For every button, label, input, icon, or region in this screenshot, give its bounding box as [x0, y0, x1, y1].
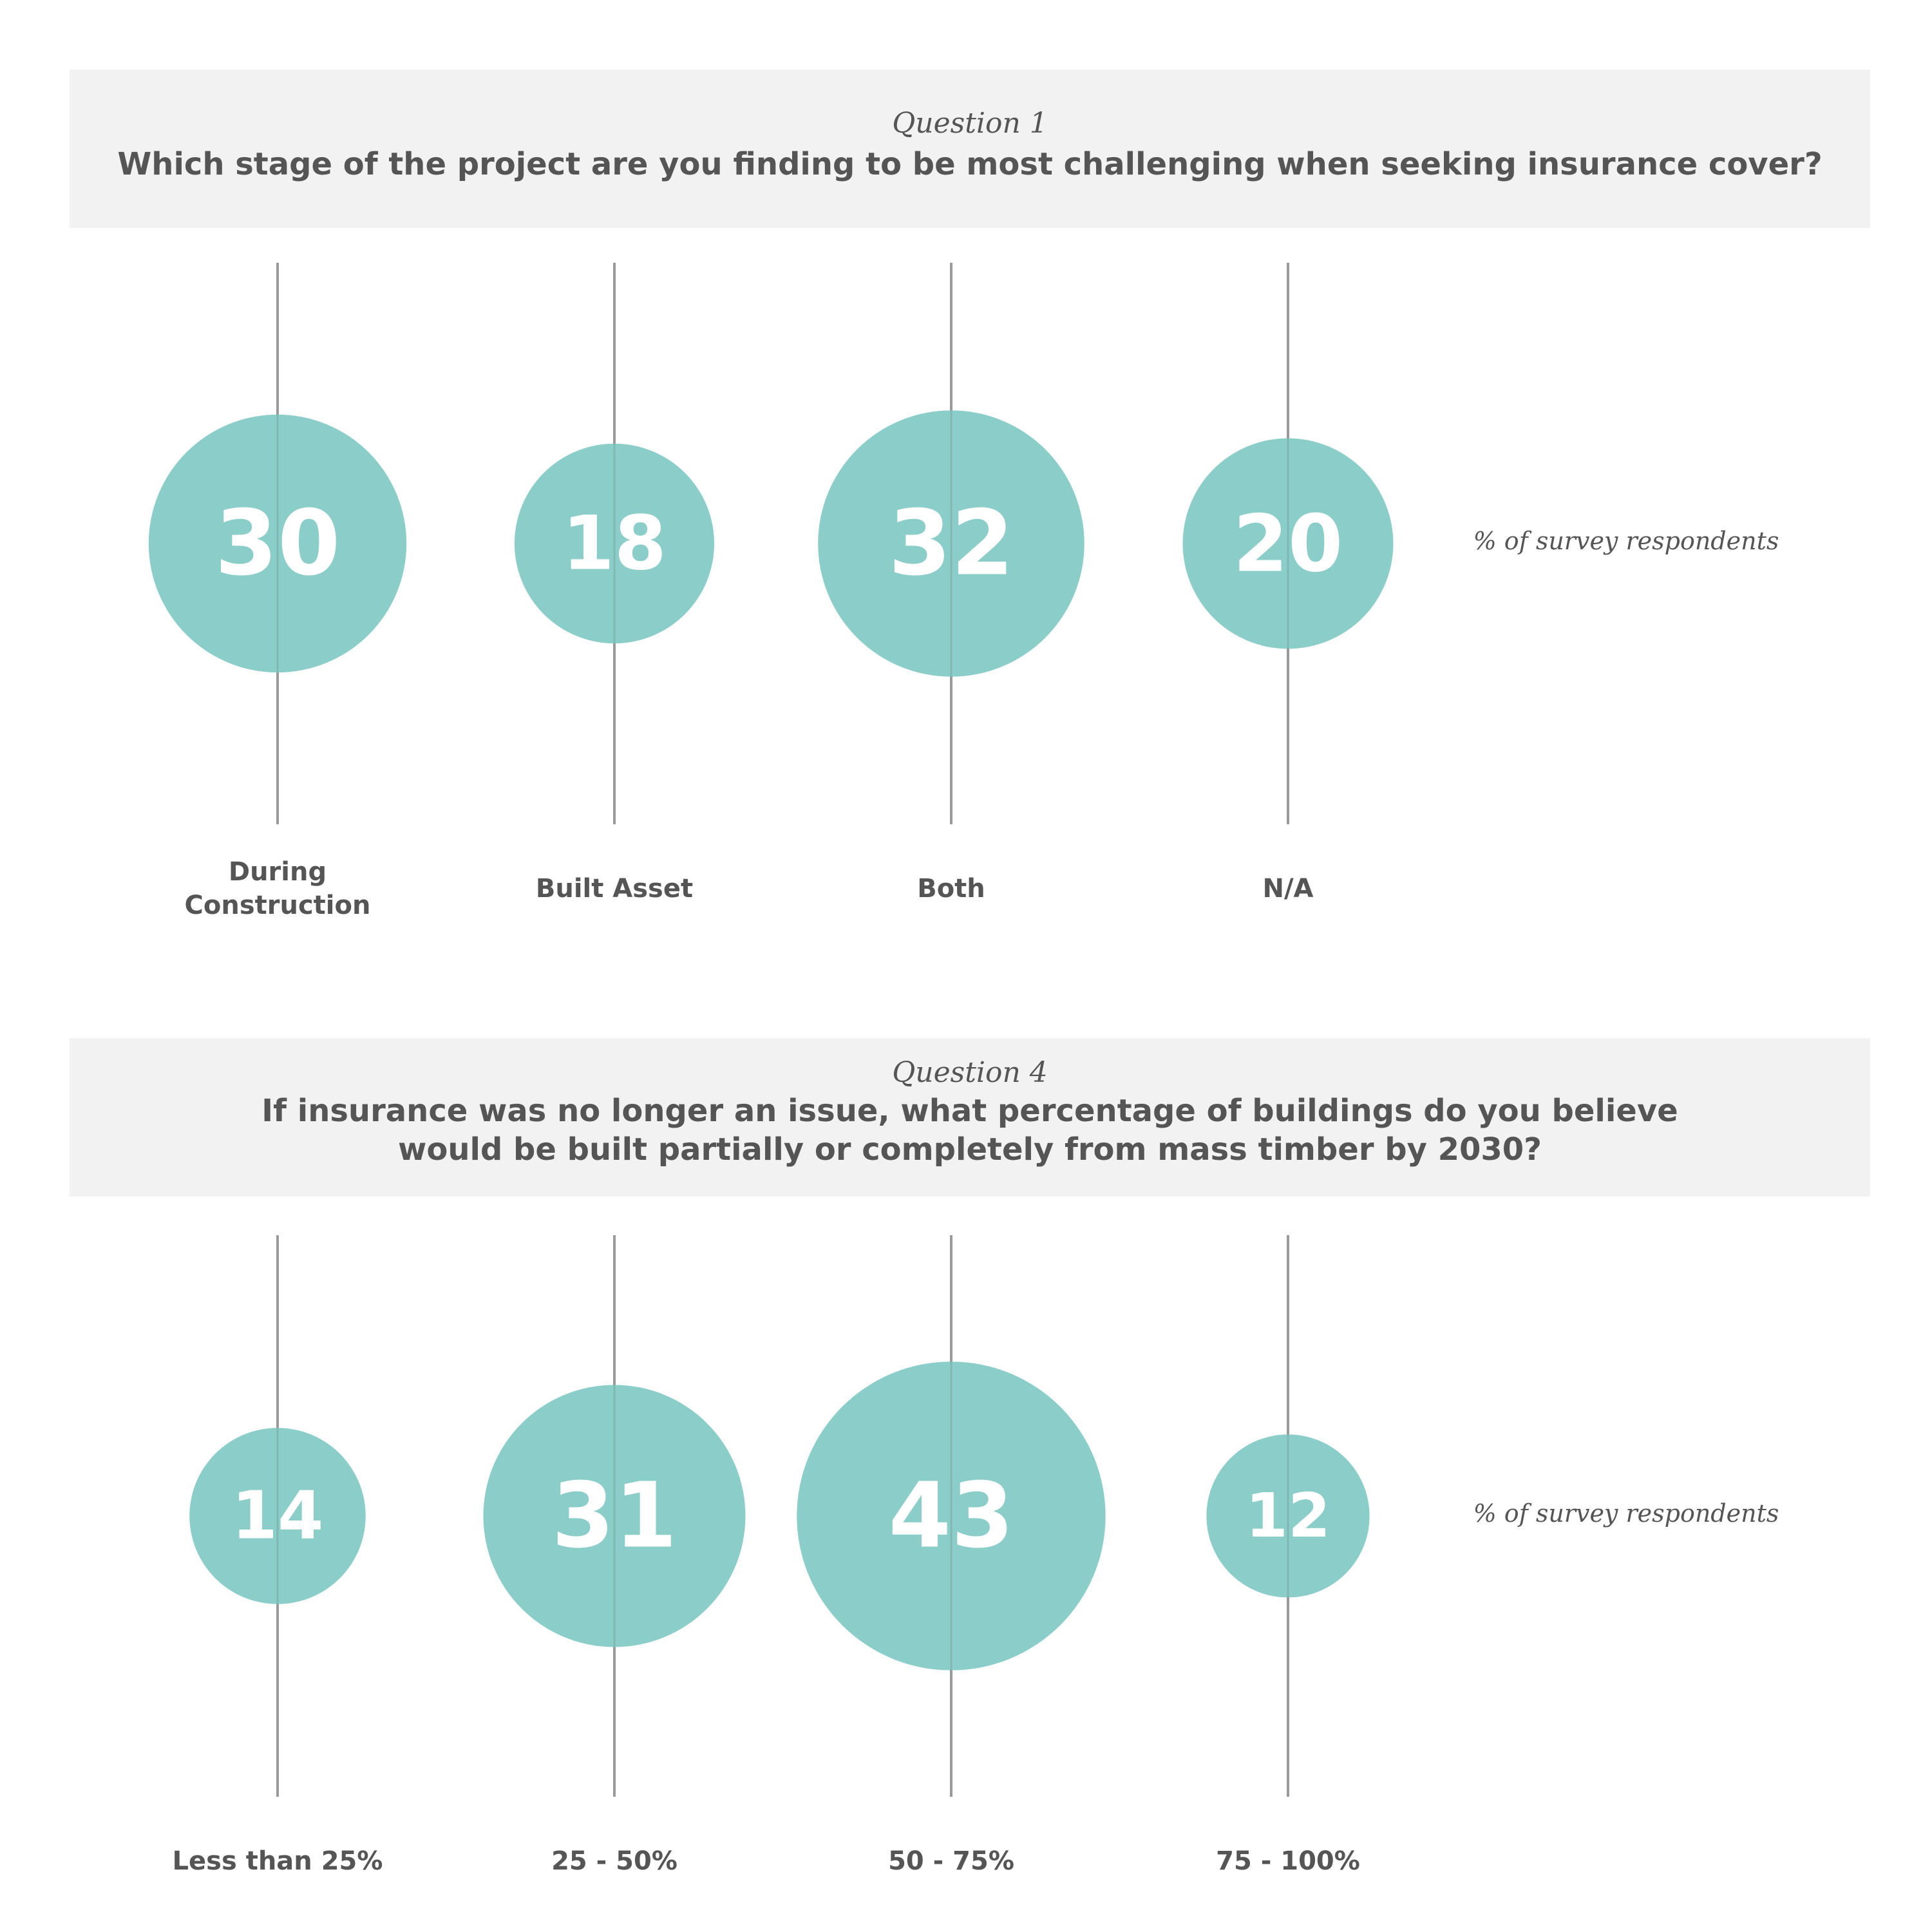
category-label-4: 75 - 100%: [1216, 1846, 1360, 1876]
bubble-value-3: 43: [889, 1464, 1014, 1569]
category-label-1: Less than 25%: [172, 1846, 383, 1876]
category-label-4: N/A: [1262, 874, 1314, 904]
question-4-text: If insurance was no longer an issue, wha…: [261, 1093, 1678, 1168]
question-1-header: Question 1 Which stage of the project ar…: [70, 70, 1870, 228]
category-label-2: 25 - 50%: [551, 1846, 677, 1876]
category-label-2: Built Asset: [535, 874, 694, 904]
category-label-3: Both: [917, 874, 985, 904]
bubble-value-4: 12: [1245, 1481, 1331, 1551]
bubble-value-2: 18: [562, 500, 667, 587]
category-label-1: During Construction: [184, 857, 371, 920]
bubble-value-2: 31: [552, 1464, 677, 1569]
question-1-text: Which stage of the project are you findi…: [117, 146, 1823, 182]
question-1-bubbles: 30 18 32 20: [148, 263, 1394, 824]
question-4-label: Question 4: [892, 1056, 1048, 1089]
question-1-label: Question 1: [892, 107, 1048, 140]
category-label-3: 50 - 75%: [888, 1846, 1014, 1876]
bubble-value-1: 30: [215, 491, 341, 596]
question-4-chart: 14 31 43 12 % of survey respondents Less th…: [0, 1230, 1932, 1913]
bubble-value-3: 32: [889, 491, 1014, 596]
question-1-unit-note: % of survey respondents: [1473, 527, 1779, 555]
question-4-bubbles: 14 31 43 12: [189, 1235, 1370, 1797]
question-1-chart: 30 18 32 20 % of survey respondents During C…: [0, 258, 1932, 940]
bubble-value-4: 20: [1233, 498, 1343, 590]
bubble-value-1: 14: [232, 1478, 324, 1555]
question-4-unit-note: % of survey respondents: [1473, 1499, 1779, 1528]
question-4-header: Question 4 If insurance was no longer an…: [70, 1038, 1870, 1197]
